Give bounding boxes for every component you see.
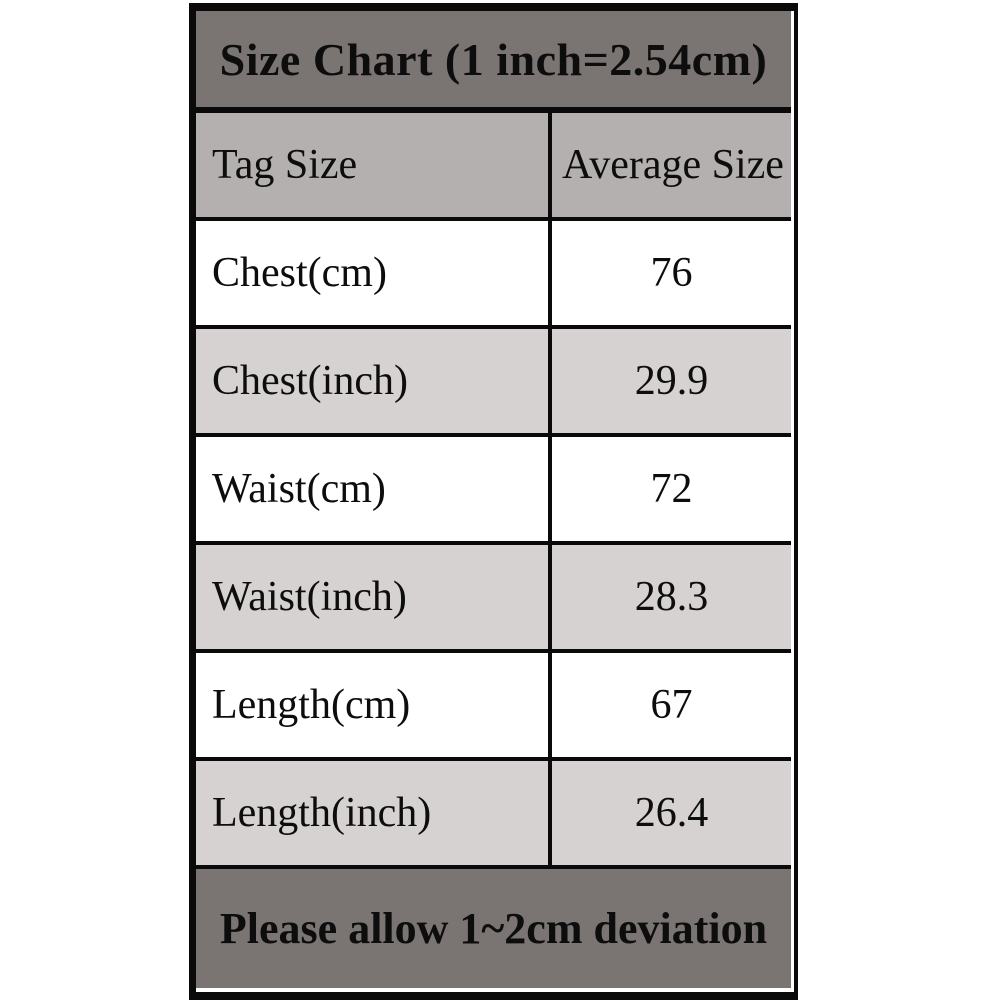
row-label-cell: Chest(inch) — [196, 329, 552, 433]
row-value: 72 — [650, 466, 693, 512]
row-value: 28.3 — [634, 574, 709, 620]
table-row-length-cm: Length(cm) 67 — [196, 649, 791, 757]
row-value-cell: 29.9 — [552, 329, 791, 433]
header-cell-average-size: Average Size — [552, 113, 791, 217]
row-value: 26.4 — [634, 790, 709, 836]
table-header-row: Tag Size Average Size — [196, 113, 791, 217]
deviation-note: Please allow 1~2cm deviation — [219, 904, 768, 953]
table-title-row: Size Chart (1 inch=2.54cm) — [196, 11, 791, 113]
row-value: 29.9 — [634, 358, 709, 404]
table-row-chest-inch: Chest(inch) 29.9 — [196, 325, 791, 433]
row-value-cell: 72 — [552, 437, 791, 541]
row-label-cell: Waist(inch) — [196, 545, 552, 649]
row-label: Chest(cm) — [212, 250, 387, 296]
table-row-waist-inch: Waist(inch) 28.3 — [196, 541, 791, 649]
average-size-header-label: Average Size — [562, 142, 784, 188]
table-row-length-inch: Length(inch) 26.4 — [196, 757, 791, 865]
table-footer-row: Please allow 1~2cm deviation — [196, 865, 791, 988]
size-chart-table: Size Chart (1 inch=2.54cm) Tag Size Aver… — [189, 3, 798, 1000]
row-label-cell: Length(cm) — [196, 653, 552, 757]
table-row-chest-cm: Chest(cm) 76 — [196, 217, 791, 325]
row-label: Waist(inch) — [212, 574, 407, 620]
row-value: 67 — [650, 682, 693, 728]
row-label-cell: Length(inch) — [196, 761, 552, 865]
row-label-cell: Waist(cm) — [196, 437, 552, 541]
row-value-cell: 28.3 — [552, 545, 791, 649]
row-label: Chest(inch) — [212, 358, 408, 404]
row-value-cell: 76 — [552, 221, 791, 325]
row-label: Waist(cm) — [212, 466, 386, 512]
row-value-cell: 67 — [552, 653, 791, 757]
table-row-waist-cm: Waist(cm) 72 — [196, 433, 791, 541]
row-value: 76 — [650, 250, 693, 296]
row-label: Length(inch) — [212, 790, 432, 836]
header-cell-tag-size: Tag Size — [196, 113, 552, 217]
row-value-cell: 26.4 — [552, 761, 791, 865]
table-title: Size Chart (1 inch=2.54cm) — [219, 33, 768, 85]
row-label-cell: Chest(cm) — [196, 221, 552, 325]
tag-size-header-label: Tag Size — [212, 142, 358, 188]
row-label: Length(cm) — [212, 682, 411, 728]
